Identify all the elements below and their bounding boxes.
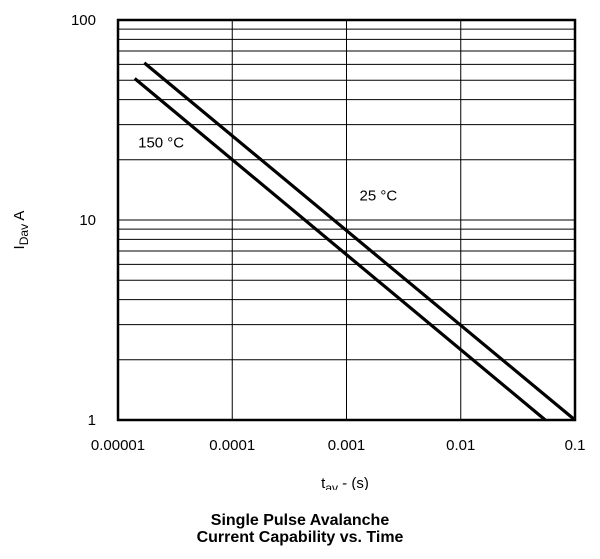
x-tick-label: 0.00001 xyxy=(91,437,145,454)
series-line xyxy=(133,77,547,422)
x-tick-label: 0.1 xyxy=(565,437,586,454)
annotation-label: 150 °C xyxy=(138,135,184,152)
chart-subtitle: Current Capability vs. Time xyxy=(196,529,404,546)
y-tick-label: 10 xyxy=(79,212,96,229)
y-tick-label: 1 xyxy=(88,412,96,429)
plot-frame xyxy=(116,18,577,422)
y-tick-label: 100 xyxy=(71,12,96,29)
x-tick-label: 0.0001 xyxy=(209,437,255,454)
chart-svg: 0.00001 0.0001 0.001 0.01 0.1 1 10 100 150 °C 25… xyxy=(11,12,585,490)
series-line xyxy=(143,61,577,422)
x-tick-label: 0.001 xyxy=(328,437,366,454)
annotation-label: 25 °C xyxy=(360,188,398,205)
chart-title: Single Pulse Avalanche xyxy=(210,512,390,529)
x-axis-label: tav - (s) xyxy=(321,475,369,490)
tick-labels: 0.00001 0.0001 0.001 0.01 0.1 1 10 100 xyxy=(71,12,585,454)
y-axis-label: IDav A xyxy=(11,211,31,250)
annotations: 150 °C 25 °C xyxy=(138,135,397,205)
grid-lines xyxy=(117,20,576,421)
series-lines xyxy=(133,61,577,422)
x-tick-label: 0.01 xyxy=(446,437,475,454)
